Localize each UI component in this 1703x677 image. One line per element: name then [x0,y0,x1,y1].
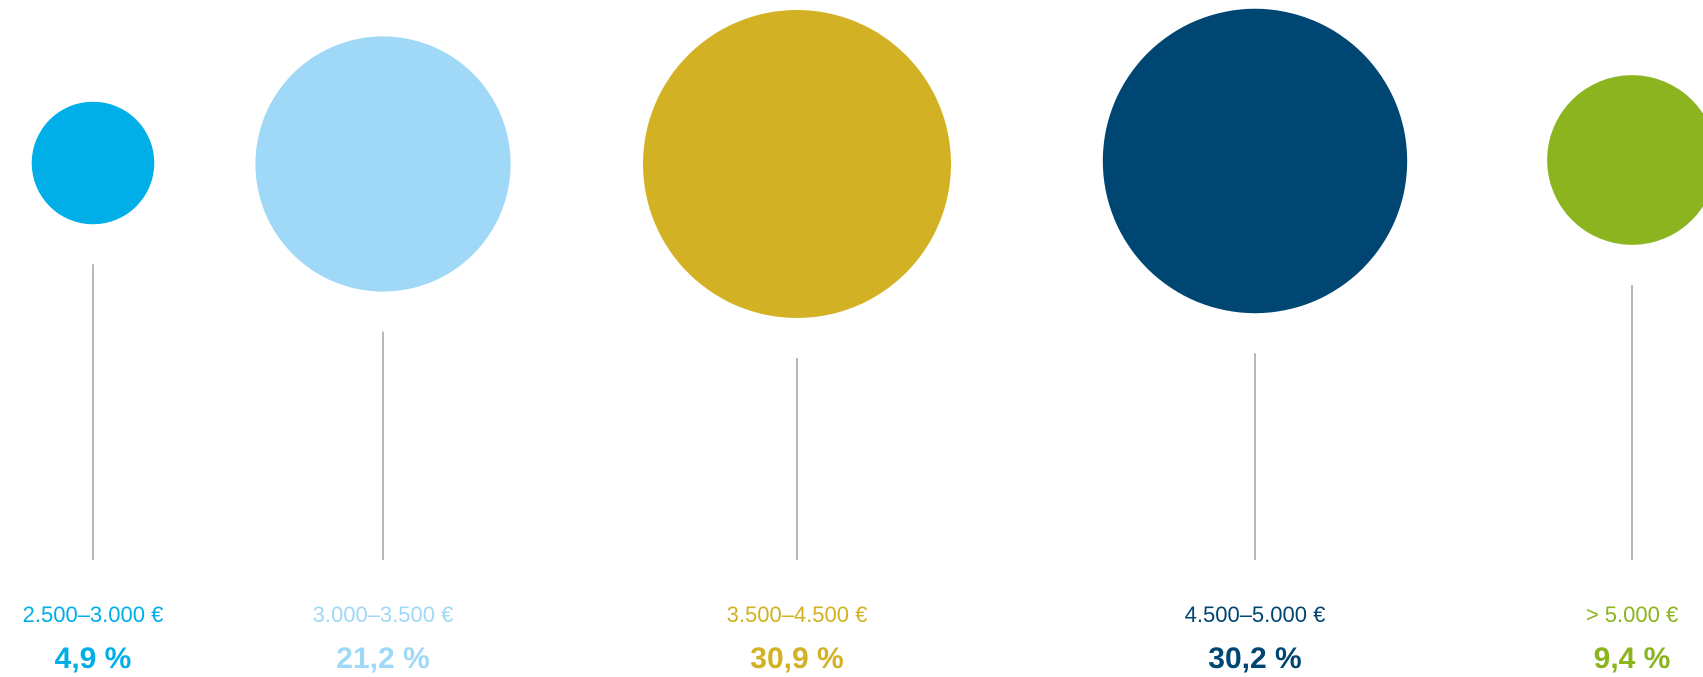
value-label-3: 30,9 % [750,642,843,675]
category-label-1: 2.500–3.000 € [23,602,164,627]
value-label-1: 4,9 % [55,642,132,675]
bubble-3 [643,10,951,318]
value-label-4: 30,2 % [1208,642,1301,675]
category-label-3: 3.500–4.500 € [727,602,868,627]
category-label-5: > 5.000 € [1586,602,1678,627]
value-label-5: 9,4 % [1594,642,1671,675]
bubble-1 [31,101,155,225]
value-label-2: 21,2 % [336,642,429,675]
category-label-4: 4.500–5.000 € [1185,602,1326,627]
bubble-5 [1547,75,1703,245]
category-label-2: 3.000–3.500 € [313,602,454,627]
bubble-4 [1102,8,1408,314]
bubble-2 [255,36,511,292]
